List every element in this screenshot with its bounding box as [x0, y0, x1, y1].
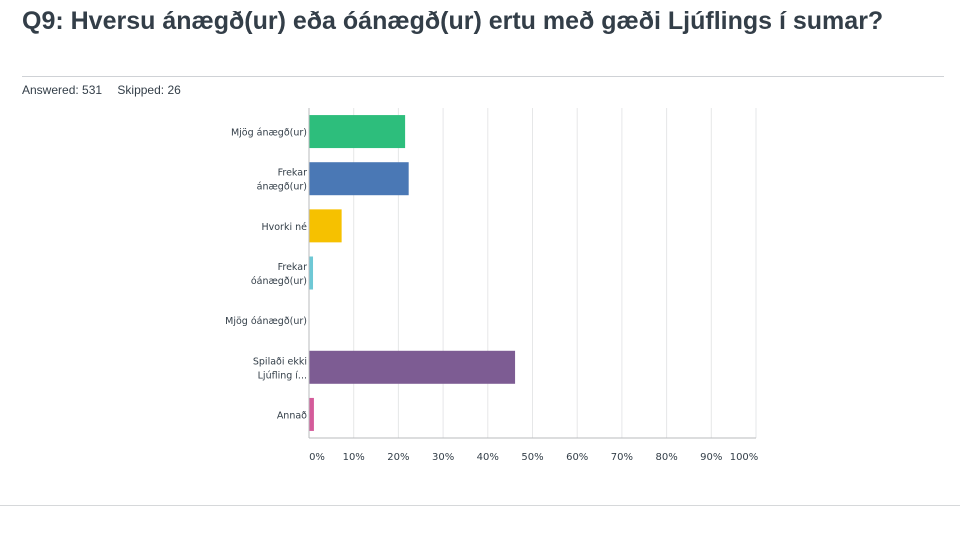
question-title: Q9: Hversu ánægð(ur) eða óánægð(ur) ertu… — [22, 7, 884, 35]
x-tick-label: 70% — [611, 452, 633, 463]
x-tick-label: 60% — [566, 452, 588, 463]
x-tick-label: 20% — [387, 452, 409, 463]
category-label: Spilaði ekki — [253, 356, 307, 367]
bar — [309, 209, 342, 243]
category-label: Frekar — [278, 168, 307, 179]
category-label: Hvorki né — [261, 222, 307, 233]
x-tick-label: 0% — [309, 452, 325, 463]
bar — [309, 397, 314, 431]
category-label: ánægð(ur) — [257, 182, 307, 193]
category-label: Ljúfling í... — [258, 370, 307, 381]
bar — [309, 162, 409, 196]
bar — [309, 115, 406, 149]
x-tick-label: 80% — [655, 452, 677, 463]
category-label: Annað — [277, 410, 307, 421]
response-stats: Answered: 531 Skipped: 26 — [22, 83, 193, 97]
category-label: Frekar — [278, 262, 307, 273]
x-tick-label: 50% — [521, 452, 543, 463]
answered-count: Answered: 531 — [22, 83, 103, 97]
title-divider — [22, 76, 944, 77]
x-tick-label: 90% — [700, 452, 722, 463]
category-label: Mjög óánægð(ur) — [225, 316, 307, 327]
skipped-count: Skipped: 26 — [117, 83, 181, 97]
bottom-divider — [0, 505, 960, 506]
category-label: Mjög ánægð(ur) — [231, 128, 307, 139]
x-tick-label: 100% — [730, 452, 759, 463]
x-tick-label: 30% — [432, 452, 454, 463]
bar — [309, 256, 314, 290]
bar — [309, 350, 516, 384]
category-label: óánægð(ur) — [251, 276, 307, 287]
x-tick-label: 40% — [477, 452, 499, 463]
x-tick-label: 10% — [343, 452, 365, 463]
